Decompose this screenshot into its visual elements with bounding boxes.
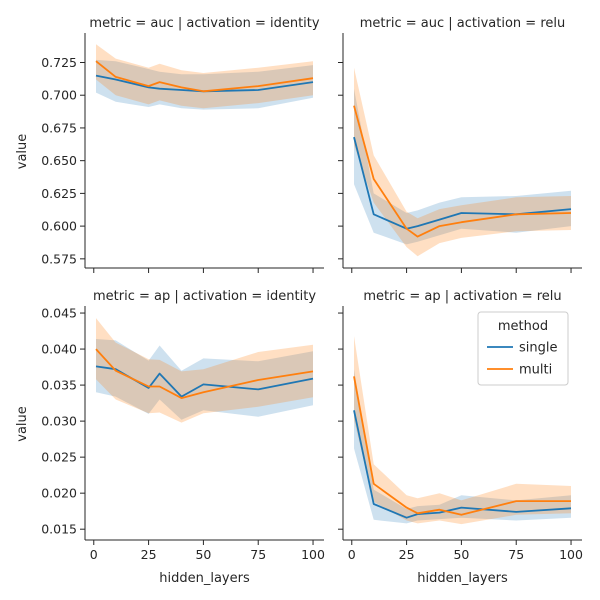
x-tick-label: 25 [399,547,415,562]
legend-label-multi: multi [519,363,552,378]
x-tick-label: 0 [348,547,356,562]
x-axis-label: hidden_layers [417,571,508,586]
y-tick-label: 0.025 [41,450,77,465]
y-tick-label: 0.575 [41,251,77,266]
panel-title: metric = ap | activation = identity [93,289,316,304]
ci-band-single [96,339,313,420]
ci-band-single [354,88,571,245]
x-tick-label: 100 [559,547,583,562]
panel-3: 0.015 0.020 0.025 0.030 0.035 0.040 0.045 0 25 50… [15,289,325,586]
panel-title: metric = auc | activation = relu [360,16,565,31]
x-tick-label: 25 [141,547,157,562]
series-line-multi [95,348,314,400]
ci-band-multi [354,336,571,525]
x-tick-label: 0 [90,547,98,562]
legend: method single multi [477,311,569,386]
legend-label-single: single [519,341,558,356]
y-tick-label: 0.650 [41,153,77,168]
y-tick-label: 0.625 [41,186,77,201]
ci-band-multi [96,44,313,109]
panel-title: metric = ap | activation = relu [363,289,561,304]
y-tick-label: 0.700 [41,88,77,103]
ci-band-multi [96,318,313,423]
ci-band-single [354,369,571,524]
y-tick-label: 0.725 [41,55,77,70]
series-line-single [353,136,572,230]
series-line-multi [353,376,571,516]
y-tick-label: 0.675 [41,120,77,135]
panel-2: metric = auc | activation = relu [338,16,582,273]
y-tick-label: 0.045 [41,306,77,321]
x-tick-label: 50 [453,547,469,562]
y-tick-label: 0.015 [41,522,77,537]
x-tick-label: 75 [250,547,266,562]
y-axis-label: value [15,406,30,442]
y-axis-label: value [15,134,30,170]
panel-1: 0.575 0.600 0.625 0.650 0.675 0.700 0.725 metri… [15,16,324,273]
series-line-single [353,410,572,519]
legend-frame [477,311,569,386]
panel-title: metric = auc | activation = identity [89,16,319,31]
x-axis-label: hidden_layers [159,571,250,586]
series-line-multi [95,60,314,93]
series-line-single [95,365,314,398]
legend-title: method [498,319,548,334]
x-tick-label: 75 [508,547,524,562]
y-tick-label: 0.030 [41,414,77,429]
ci-band-single [96,59,313,110]
panel-4: 0 25 50 75 100 metric = ap | activation = rel… [338,289,583,586]
y-tick-label: 0.600 [41,219,77,234]
series-line-multi [353,105,572,238]
x-tick-label: 50 [195,547,211,562]
y-tick-label: 0.035 [41,378,77,393]
y-tick-label: 0.040 [41,342,77,357]
y-tick-label: 0.020 [41,486,77,501]
series-line-single [95,74,314,93]
x-tick-label: 100 [301,547,325,562]
ci-band-multi [354,67,571,257]
